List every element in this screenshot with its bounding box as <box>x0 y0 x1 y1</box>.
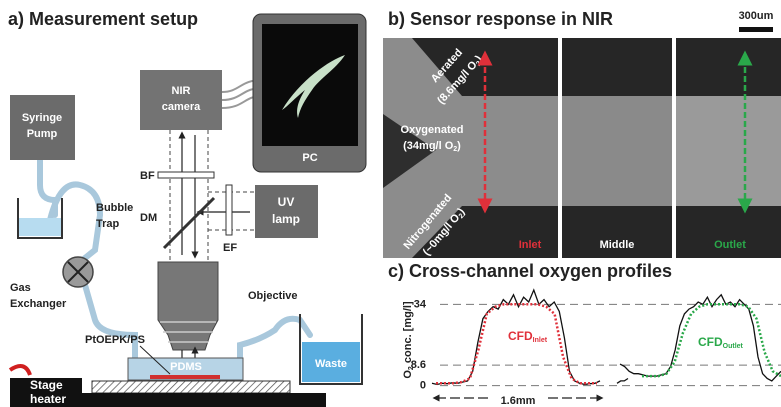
panel-c: c) Cross-channel oxygen profiles O2 conc… <box>388 261 781 407</box>
nir-camera-label: NIR <box>172 85 191 97</box>
ef-label: EF <box>223 242 237 254</box>
scale-bar-label: 300um <box>739 10 774 22</box>
panel-a-title: a) Measurement setup <box>8 9 198 29</box>
y-tick-label: 0 <box>420 380 426 392</box>
pc-label: PC <box>302 152 317 164</box>
nir-camera-label: camera <box>162 101 201 113</box>
outlet-label: Outlet <box>714 239 746 251</box>
y-tick-label: 8.6 <box>411 359 426 371</box>
panel-a: a) Measurement setup Syringe Pump Bubble… <box>8 9 366 407</box>
panel-b: b) Sensor response in NIR 300um Aerated … <box>383 6 781 259</box>
oxygenated-label: (34mg/l O2) <box>403 140 461 153</box>
channel <box>676 96 781 206</box>
heater-cable <box>10 366 30 375</box>
profile-line <box>617 379 628 384</box>
bf-label: BF <box>140 170 155 182</box>
stage <box>92 381 290 393</box>
gas-exchanger-label: Exchanger <box>10 298 67 310</box>
objective-label: Objective <box>248 290 298 302</box>
ptoepk-label: PtOEPK/PS <box>85 334 145 346</box>
bubble-trap-label: Bubble <box>96 202 133 214</box>
cfd-inlet-label: CFDInlet <box>508 329 548 344</box>
inlet-label: Inlet <box>519 239 542 251</box>
panel-b-title: b) Sensor response in NIR <box>388 9 613 29</box>
bf-filter <box>158 172 214 178</box>
stage-heater-label: Stage <box>30 378 63 392</box>
panel-c-title: c) Cross-channel oxygen profiles <box>388 261 672 281</box>
stage-heater-label: heater <box>30 392 66 406</box>
sensor-layer <box>150 375 220 379</box>
tube <box>85 285 135 360</box>
scale-label: 1.6mm <box>501 395 536 407</box>
y-tick-label: 34 <box>414 298 427 310</box>
bubble-trap-label: Trap <box>96 218 120 230</box>
uv-lamp-label: lamp <box>272 212 300 226</box>
channel <box>562 96 672 206</box>
oxygenated-label: Oxygenated <box>401 124 464 136</box>
cfd-outlet-label: CFDOutlet <box>698 335 744 350</box>
waste-label: Waste <box>315 358 347 370</box>
dichroic-mirror <box>164 198 214 248</box>
ef-filter <box>226 185 232 235</box>
profile-line <box>436 304 597 383</box>
bubble-trap-water <box>18 218 62 236</box>
objective <box>158 262 218 350</box>
pdms-label: PDMS <box>170 361 202 373</box>
syringe-pump-label: Syringe <box>22 112 62 124</box>
figure: a) Measurement setup Syringe Pump Bubble… <box>0 0 781 407</box>
uv-lamp-label: UV <box>278 195 295 209</box>
dm-label: DM <box>140 212 157 224</box>
gas-exchanger-label: Gas <box>10 282 31 294</box>
syringe-pump-label: Pump <box>27 128 58 140</box>
middle-label: Middle <box>600 239 635 251</box>
scale-bar <box>739 27 773 32</box>
